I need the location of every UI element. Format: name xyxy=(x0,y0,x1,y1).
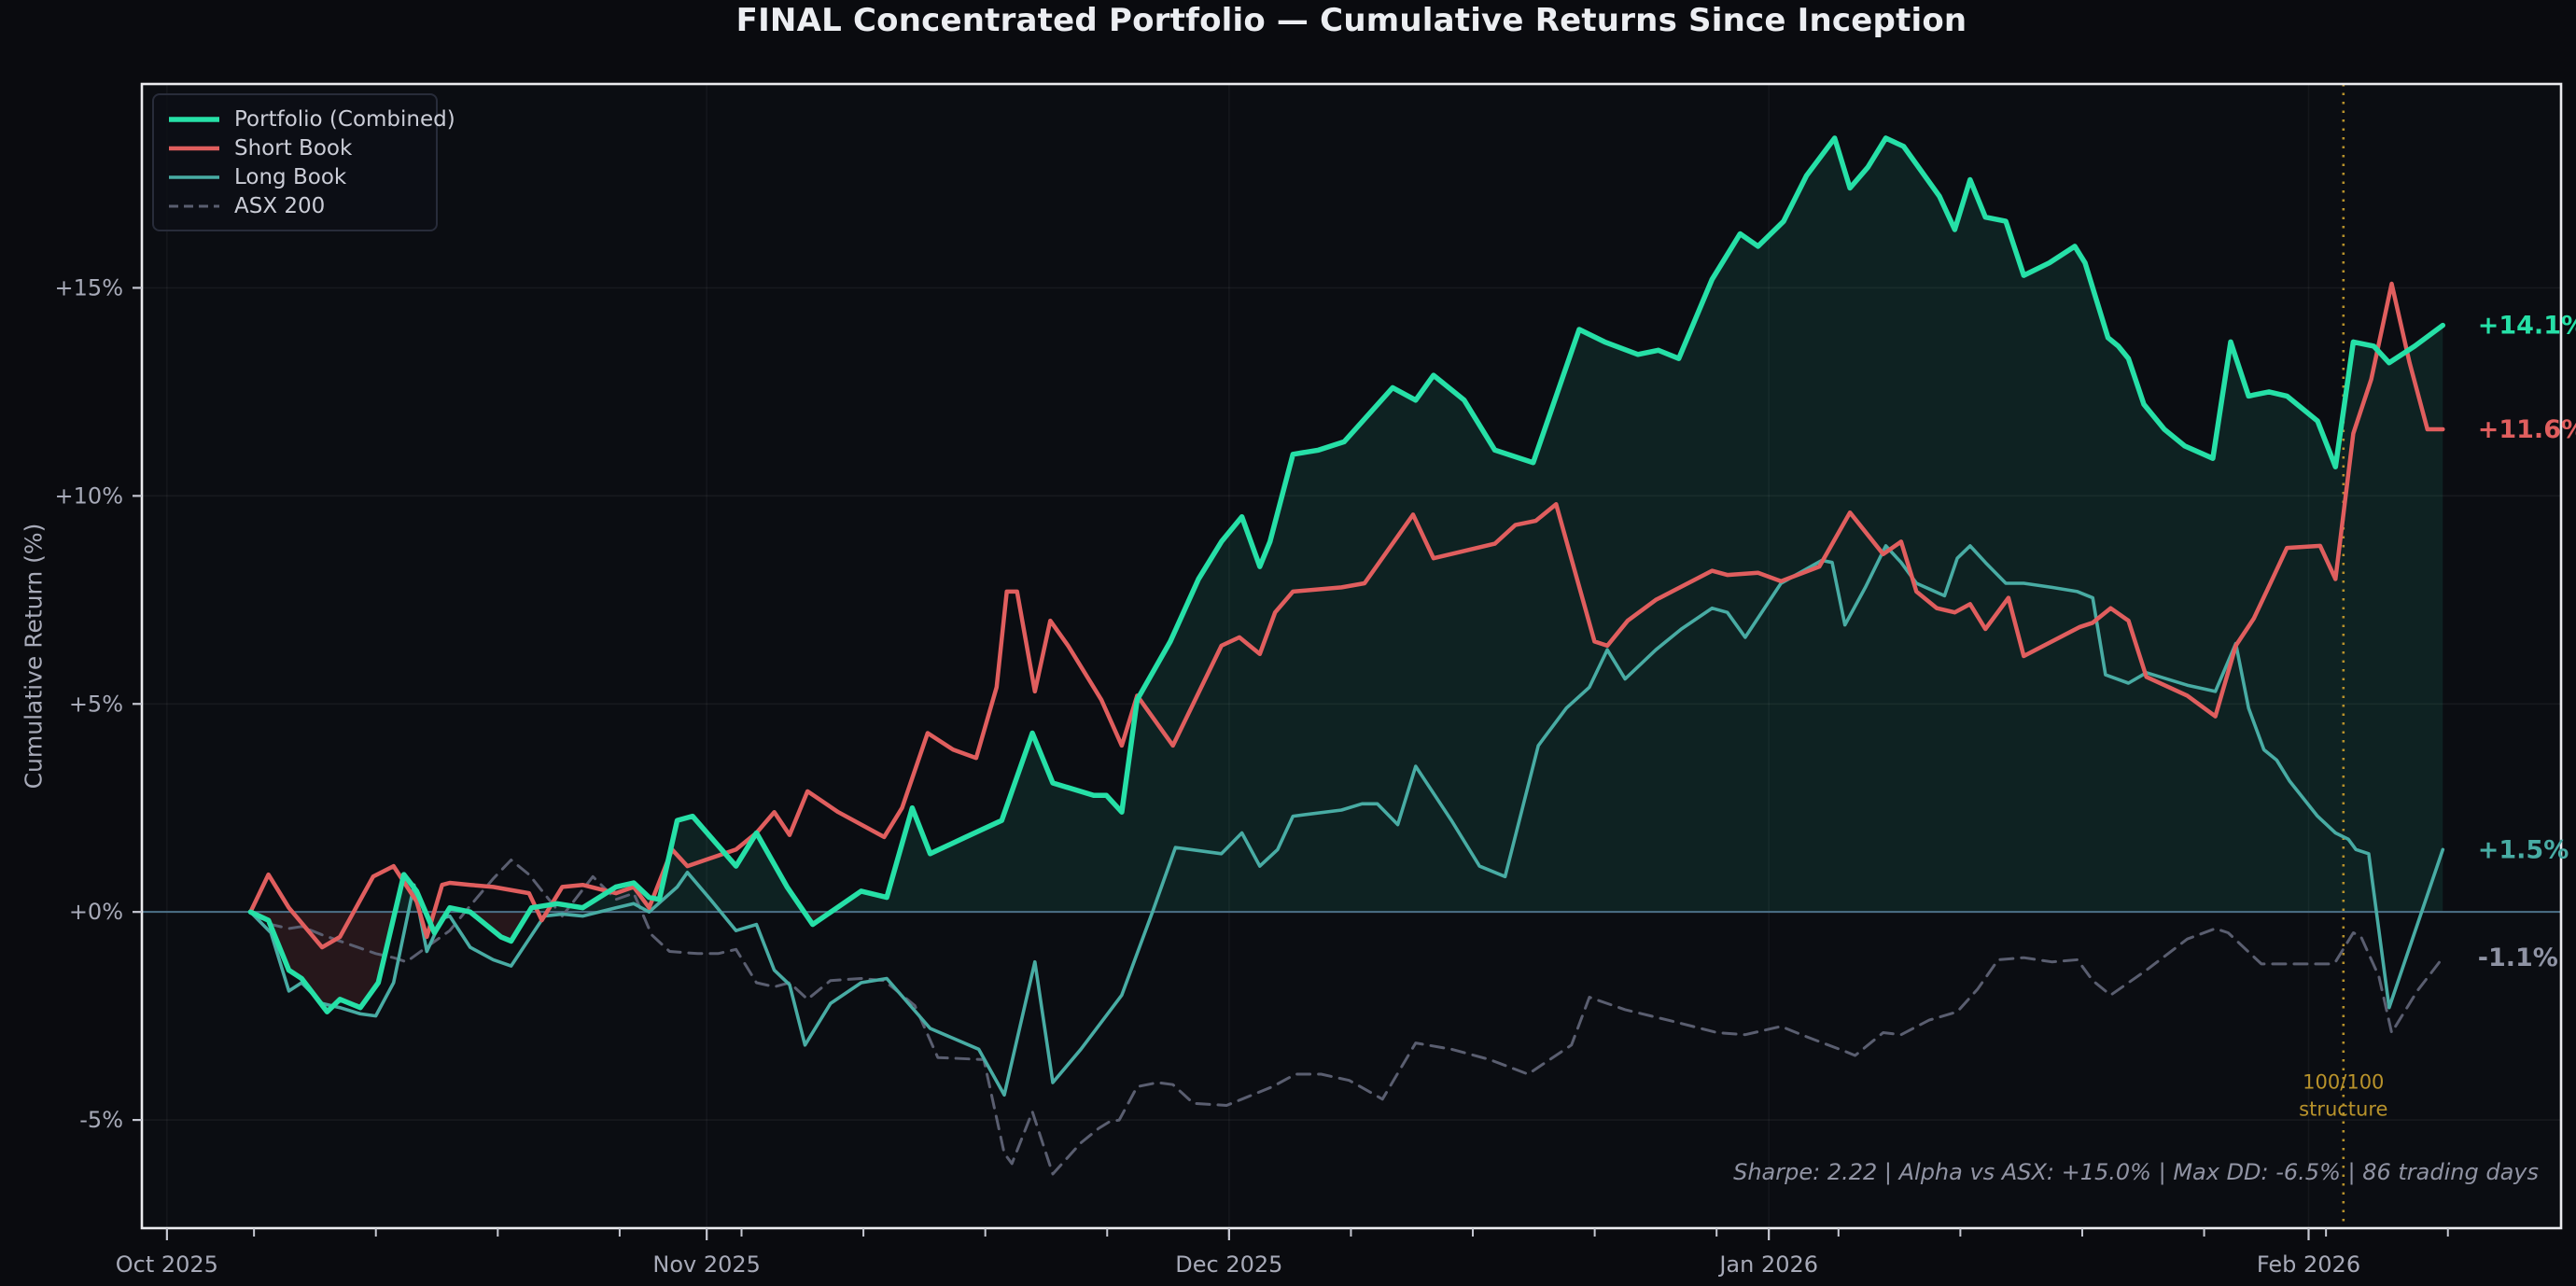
x-tick-label: Jan 2026 xyxy=(1717,1251,1818,1278)
legend-item-long-book: Long Book xyxy=(169,162,421,191)
y-tick-label: -5% xyxy=(79,1107,123,1133)
legend-item-short-book: Short Book xyxy=(169,133,421,162)
x-tick-label: Dec 2025 xyxy=(1175,1251,1282,1278)
x-tick-label: Oct 2025 xyxy=(116,1251,218,1278)
legend-label: Short Book xyxy=(234,135,353,161)
plot-background xyxy=(142,84,2561,1228)
x-tick-label: Nov 2025 xyxy=(652,1251,761,1278)
legend-label: Portfolio (Combined) xyxy=(234,106,455,132)
y-tick-label: +5% xyxy=(69,691,123,717)
legend-swatch-icon xyxy=(169,116,219,122)
legend-swatch-icon xyxy=(169,204,219,207)
series-line-short-book xyxy=(248,281,2445,950)
structure-change-label: structure xyxy=(2299,1098,2387,1121)
stats-note: Sharpe: 2.22 | Alpha vs ASX: +15.0% | Ma… xyxy=(1733,1159,2539,1185)
structure-change-label: 100/100 xyxy=(2303,1071,2384,1094)
end-label-asx-200: -1.1% xyxy=(2478,944,2558,972)
legend-label: ASX 200 xyxy=(234,193,326,218)
legend-label: Long Book xyxy=(234,164,347,189)
chart-title: FINAL Concentrated Portfolio — Cumulativ… xyxy=(735,2,1967,39)
portfolio-positive-fill xyxy=(250,137,2443,913)
series-line-asx-200 xyxy=(248,859,2444,1176)
y-tick-label: +15% xyxy=(55,274,123,301)
end-label-short-book: +11.6% xyxy=(2478,415,2576,444)
y-axis-label: Cumulative Return (%) xyxy=(20,523,48,790)
legend-swatch-icon xyxy=(169,175,219,179)
series-line-long-book xyxy=(248,544,2445,1097)
legend-swatch-icon xyxy=(169,146,219,150)
legend-item-portfolio-combined-: Portfolio (Combined) xyxy=(169,105,455,133)
series-line-portfolio-combined- xyxy=(247,135,2446,1014)
end-label-long-book: +1.5% xyxy=(2478,835,2569,864)
legend: Portfolio (Combined) Short Book Long Book A… xyxy=(152,93,455,231)
end-label-portfolio-combined-: +14.1% xyxy=(2478,312,2576,341)
x-tick-label: Feb 2026 xyxy=(2257,1251,2360,1278)
legend-item-asx-200: ASX 200 xyxy=(169,191,421,220)
y-tick-label: +0% xyxy=(69,899,123,925)
y-tick-label: +10% xyxy=(55,482,123,509)
